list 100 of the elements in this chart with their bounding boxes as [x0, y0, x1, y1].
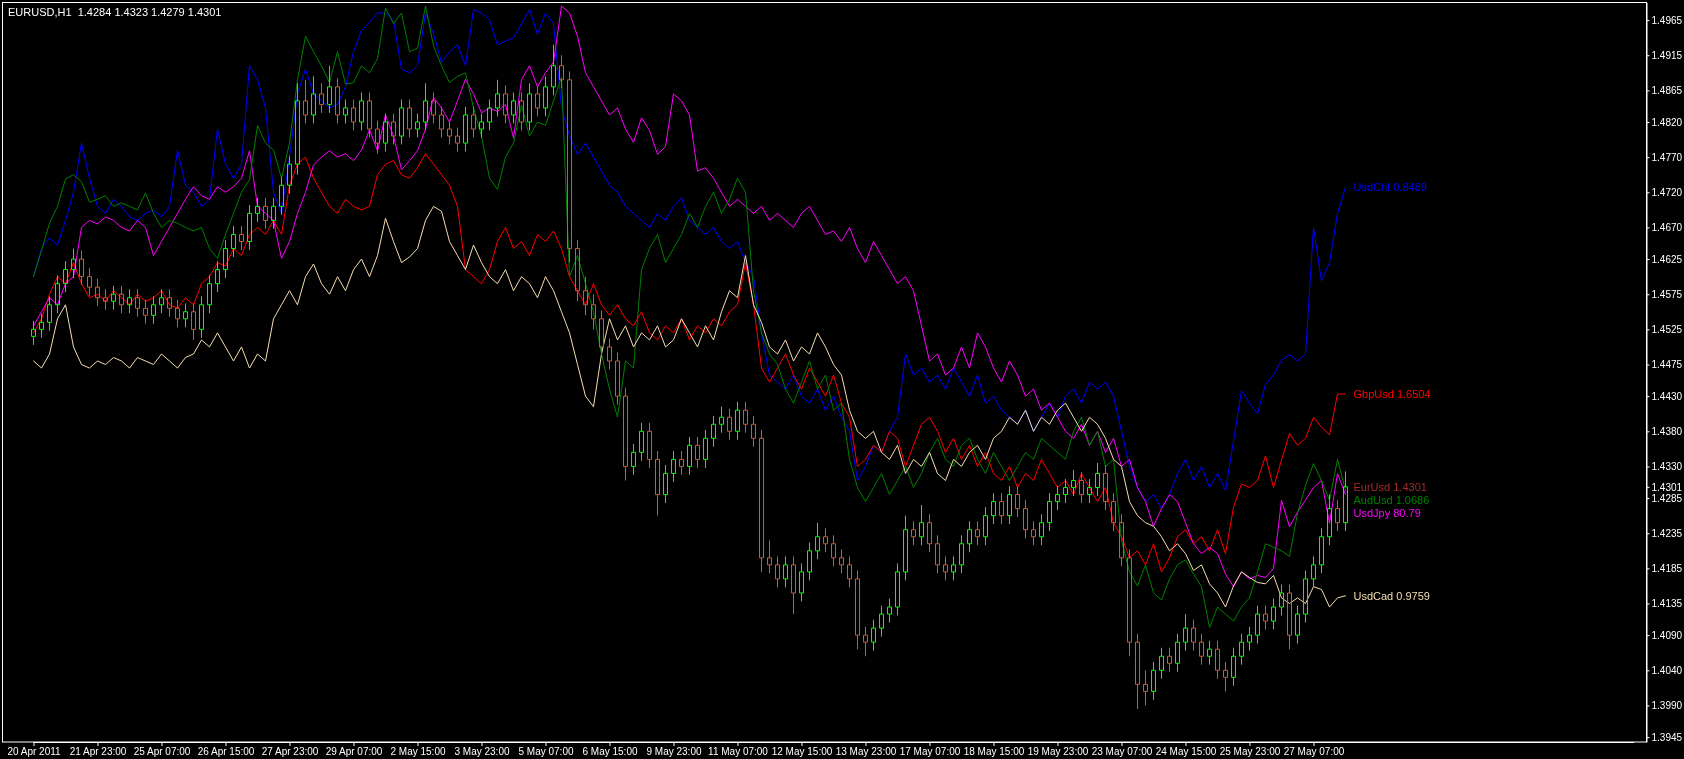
- candlestick: [1007, 485, 1012, 525]
- y-tick-label: 1.4235: [1651, 527, 1683, 539]
- candlestick: [495, 79, 500, 117]
- candlestick: [1167, 647, 1172, 673]
- candlestick: [63, 260, 68, 293]
- x-tick-label: 25 May 23:00: [1219, 746, 1281, 758]
- candlestick: [1271, 598, 1276, 631]
- candlestick: [1111, 492, 1116, 532]
- line-series: [33, 153, 1346, 573]
- candlestick: [711, 415, 716, 448]
- candlestick: [879, 605, 884, 638]
- candlestick: [111, 285, 116, 311]
- y-tick-label: 1.4301: [1651, 481, 1683, 493]
- candlestick: [119, 285, 124, 314]
- candlestick: [983, 506, 988, 546]
- candlestick: [159, 288, 164, 314]
- candlestick: [719, 406, 724, 434]
- y-tick-label: 1.4380: [1651, 426, 1683, 437]
- candlestick: [1159, 647, 1164, 680]
- candlestick: [743, 401, 748, 434]
- candlestick: [207, 274, 212, 314]
- series-label: UsdJpy 80.79: [1353, 506, 1421, 519]
- candlestick: [167, 288, 172, 318]
- candlestick: [919, 504, 924, 546]
- y-tick-label: 1.4135: [1651, 598, 1683, 610]
- candlestick: [695, 436, 700, 469]
- candlestick: [335, 77, 340, 124]
- candlestick: [455, 127, 460, 153]
- candlestick: [31, 320, 36, 346]
- candlestick: [647, 422, 652, 469]
- y-tick-label: 1.4575: [1651, 288, 1683, 300]
- candlestick: [55, 274, 60, 314]
- candlestick: [431, 91, 436, 124]
- candlestick: [1335, 499, 1340, 532]
- candlestick: [279, 176, 284, 216]
- candlestick: [319, 82, 324, 114]
- candlestick: [391, 113, 396, 145]
- candlestick: [87, 267, 92, 297]
- candlestick: [239, 225, 244, 251]
- candlestick: [967, 520, 972, 553]
- candlestick: [1143, 669, 1148, 706]
- y-tick-label: 1.3945: [1651, 731, 1683, 743]
- x-tick-label: 13 May 23:00: [835, 746, 897, 758]
- candlestick: [687, 436, 692, 476]
- y-tick-label: 1.4720: [1651, 187, 1683, 198]
- candlestick: [183, 302, 188, 328]
- candlestick: [1199, 633, 1204, 666]
- candlestick: [39, 313, 44, 339]
- candlestick: [639, 422, 644, 462]
- candlestick: [295, 82, 300, 176]
- candlestick: [175, 299, 180, 328]
- candlestick: [583, 276, 588, 316]
- candlestick: [1079, 471, 1084, 504]
- candlestick: [287, 155, 292, 195]
- candlestick: [471, 106, 476, 138]
- candlestick: [671, 450, 676, 483]
- candlestick: [1263, 605, 1268, 631]
- candlestick: [503, 84, 508, 124]
- candlestick: [303, 79, 308, 124]
- candlestick: [1087, 478, 1092, 504]
- candlestick: [855, 569, 860, 650]
- y-tick-label: 1.4865: [1651, 85, 1683, 97]
- y-tick-label: 1.4915: [1651, 49, 1683, 61]
- candlestick: [543, 75, 548, 117]
- x-tick-label: 17 May 07:00: [899, 746, 961, 758]
- y-tick-label: 1.4090: [1651, 629, 1683, 641]
- x-tick-label: 3 May 23:00: [454, 746, 510, 758]
- y-tick-label: 1.4185: [1651, 563, 1683, 575]
- x-tick-label: 27 May 07:00: [1283, 746, 1345, 758]
- candlestick: [807, 541, 812, 581]
- candlestick: [343, 99, 348, 124]
- candlestick: [1071, 469, 1076, 497]
- candlestick: [1287, 584, 1292, 650]
- x-tick-label: 6 May 15:00: [582, 746, 638, 758]
- candlestick: [951, 555, 956, 581]
- candlestick: [215, 260, 220, 293]
- candlestick: [943, 555, 948, 581]
- candlestick: [487, 99, 492, 131]
- y-tick-label: 1.4430: [1651, 390, 1683, 402]
- candlestick: [615, 352, 620, 406]
- candlestick: [1119, 513, 1124, 567]
- candlestick: [1319, 527, 1324, 574]
- candlestick: [1127, 548, 1132, 657]
- candlestick: [863, 626, 868, 657]
- candlestick: [263, 197, 268, 230]
- candlestick: [1223, 661, 1228, 692]
- candlestick: [1231, 647, 1236, 687]
- candlestick: [479, 113, 484, 138]
- candlestick: [999, 492, 1004, 525]
- candlestick: [143, 299, 148, 325]
- candlestick: [775, 555, 780, 588]
- candlestick: [311, 75, 316, 124]
- y-tick-label: 1.4670: [1651, 222, 1683, 234]
- candlestick: [271, 197, 276, 230]
- candlestick: [1103, 464, 1108, 511]
- x-tick-label: 9 May 23:00: [646, 746, 702, 758]
- candlestick: [727, 408, 732, 441]
- y-tick-label: 1.4330: [1651, 461, 1683, 473]
- candlestick: [1031, 520, 1036, 546]
- series-label: AudUsd 1.0686: [1353, 493, 1430, 506]
